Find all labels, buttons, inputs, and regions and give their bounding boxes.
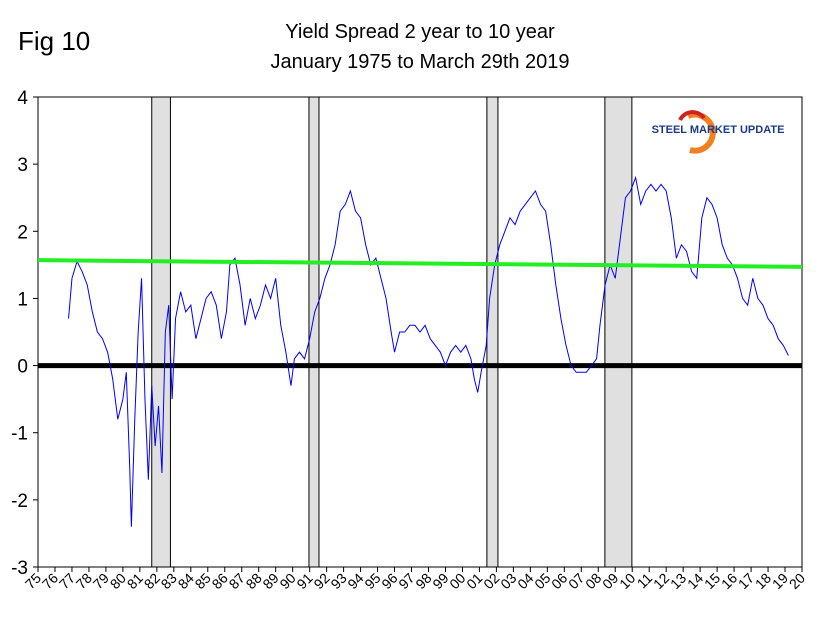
chart-subtitle: January 1975 to March 29th 2019 xyxy=(270,51,569,73)
y-tick-label: -2 xyxy=(11,491,28,512)
logo-swoosh xyxy=(686,111,716,154)
recession-band xyxy=(486,96,499,568)
y-tick-label: 3 xyxy=(17,155,28,176)
chart-title: Yield Spread 2 year to 10 year xyxy=(285,21,555,43)
logo-swoosh xyxy=(678,110,706,122)
logo-text: STEEL MARKET UPDATE xyxy=(652,124,785,136)
logo: STEEL MARKET UPDATE xyxy=(652,110,785,154)
recession-band xyxy=(151,96,171,568)
y-tick-label: 4 xyxy=(17,88,28,109)
plot-frame xyxy=(37,96,803,568)
x-tick-label: 20 xyxy=(786,570,808,592)
figure-label: Fig 10 xyxy=(18,26,90,56)
trend-line xyxy=(37,258,803,269)
y-tick-label: 0 xyxy=(17,357,28,378)
y-tick-label: -3 xyxy=(11,558,28,579)
recession-band xyxy=(604,96,633,568)
data-line xyxy=(68,175,789,527)
y-tick-label: 2 xyxy=(17,222,28,243)
y-tick-label: -1 xyxy=(11,424,28,445)
y-tick-label: 1 xyxy=(17,289,28,310)
